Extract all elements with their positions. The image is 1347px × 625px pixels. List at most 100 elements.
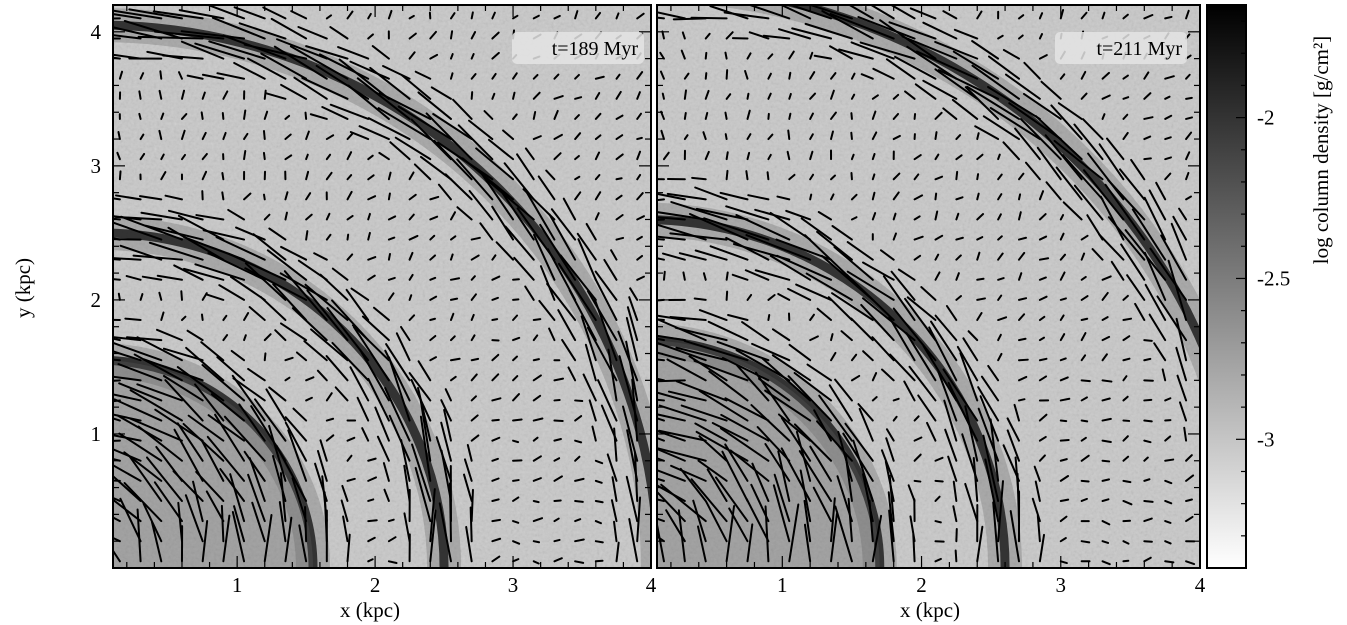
- velocity-vector: [636, 71, 644, 80]
- velocity-vector: [195, 470, 225, 502]
- velocity-vector: [216, 356, 246, 382]
- x-tick-label: 3: [508, 573, 519, 597]
- velocity-vector: [1091, 248, 1104, 261]
- velocity-vector: [491, 92, 496, 100]
- velocity-vector: [545, 169, 556, 181]
- velocity-vector: [657, 334, 686, 342]
- velocity-vector: [809, 133, 814, 141]
- velocity-vector: [1185, 474, 1195, 482]
- velocity-vector: [367, 12, 372, 20]
- velocity-vector: [869, 5, 895, 20]
- velocity-vector: [1059, 9, 1065, 20]
- velocity-vector: [117, 292, 121, 301]
- velocity-vector: [162, 374, 204, 402]
- velocity-vector: [298, 524, 308, 563]
- velocity-vector: [997, 153, 1001, 161]
- velocity-vector: [657, 192, 686, 201]
- velocity-vector: [626, 429, 639, 482]
- velocity-vector: [809, 92, 817, 100]
- velocity-vector: [182, 267, 225, 281]
- velocity-vector: [1018, 398, 1026, 402]
- velocity-vector: [764, 443, 791, 482]
- velocity-vector: [707, 320, 749, 342]
- velocity-vector: [444, 388, 452, 402]
- velocity-vector: [793, 423, 833, 462]
- velocity-vector: [977, 386, 1000, 422]
- velocity-vector: [124, 317, 142, 322]
- velocity-vector: [550, 208, 577, 241]
- velocity-vector: [202, 229, 246, 241]
- velocity-vector: [1101, 291, 1109, 301]
- velocity-vector: [367, 476, 378, 482]
- velocity-vector: [690, 16, 728, 20]
- velocity-vector: [220, 504, 225, 543]
- velocity-vector: [747, 194, 770, 201]
- velocity-vector: [1178, 401, 1188, 422]
- velocity-vector: [1006, 417, 1020, 442]
- velocity-vector: [483, 110, 494, 120]
- velocity-vector: [844, 422, 874, 462]
- velocity-vector: [942, 10, 958, 20]
- velocity-vector: [862, 350, 874, 362]
- velocity-vector: [512, 336, 521, 342]
- shock-front-outer: [781, 5, 1200, 351]
- velocity-vector: [704, 111, 709, 120]
- velocity-vector: [1122, 13, 1129, 20]
- velocity-vector: [1172, 215, 1188, 241]
- velocity-vector: [683, 72, 690, 80]
- panel-label-box: [1055, 32, 1187, 64]
- velocity-vector: [934, 271, 941, 281]
- velocity-vector: [584, 343, 597, 382]
- velocity-vector: [725, 93, 732, 100]
- velocity-vector: [408, 251, 414, 261]
- velocity-vector: [913, 453, 922, 462]
- velocity-vector: [429, 30, 437, 40]
- velocity-vector: [491, 373, 500, 382]
- velocity-vector: [1185, 560, 1196, 566]
- velocity-vector: [118, 382, 163, 402]
- velocity-vector: [532, 560, 540, 565]
- velocity-vector: [221, 191, 225, 201]
- velocity-vector: [186, 74, 204, 80]
- velocity-vector: [913, 173, 920, 181]
- velocity-vector: [831, 225, 853, 241]
- velocity-vector: [1143, 398, 1153, 402]
- velocity-vector: [347, 84, 390, 120]
- velocity-vector: [997, 34, 1004, 40]
- velocity-vector: [305, 153, 309, 161]
- velocity-vector: [871, 94, 879, 100]
- velocity-vector: [976, 525, 984, 563]
- velocity-vector: [1164, 172, 1172, 181]
- velocity-vector: [678, 252, 707, 261]
- velocity-vector: [313, 252, 328, 261]
- velocity-vector: [809, 51, 814, 60]
- velocity-vector: [221, 112, 225, 120]
- velocity-vector: [887, 491, 895, 543]
- velocity-vector: [574, 154, 580, 161]
- velocity-vector: [725, 290, 729, 301]
- velocity-vector: [444, 173, 473, 201]
- velocity-vector: [1036, 514, 1041, 543]
- velocity-vector: [321, 475, 328, 523]
- velocity-vector: [113, 237, 121, 241]
- velocity-vector: [248, 457, 266, 502]
- velocity-vector: [524, 188, 556, 241]
- velocity-vector: [247, 473, 266, 523]
- velocity-vector: [636, 12, 645, 20]
- velocity-vector: [952, 50, 1000, 80]
- velocity-vector: [586, 326, 618, 382]
- velocity-vector: [1018, 193, 1022, 201]
- velocity-vector: [138, 195, 163, 201]
- velocity-vector: [1185, 73, 1191, 80]
- velocity-vector: [180, 129, 186, 141]
- velocity-vector: [201, 152, 208, 161]
- velocity-vector: [773, 473, 791, 523]
- velocity-vector: [262, 193, 266, 201]
- velocity-vector: [184, 494, 204, 543]
- velocity-vector: [660, 129, 665, 141]
- velocity-vector: [694, 422, 728, 442]
- velocity-vector: [1134, 302, 1146, 322]
- velocity-vector: [674, 326, 728, 342]
- velocity-vector: [180, 153, 187, 161]
- velocity-vector: [284, 356, 294, 362]
